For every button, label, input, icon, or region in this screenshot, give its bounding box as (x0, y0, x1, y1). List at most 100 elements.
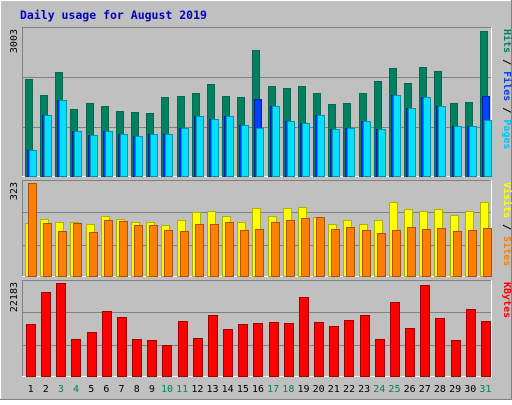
bar-kbytes-day-14 (223, 329, 233, 377)
bar-kbytes-day-8 (132, 339, 142, 377)
day-label-11: 11 (176, 384, 188, 395)
day-label-2: 2 (43, 384, 49, 395)
bar-pages-day-19 (302, 123, 310, 177)
bar-sites-day-13 (210, 224, 219, 277)
bar-sites-day-11 (180, 231, 189, 277)
bar-sites-day-27 (422, 229, 431, 277)
bar-pages-day-16 (256, 128, 264, 177)
day-label-20: 20 (313, 384, 325, 395)
bar-sites-day-5 (89, 232, 98, 277)
bar-sites-day-18 (286, 220, 295, 277)
ylabel-files: Files (501, 71, 512, 101)
day-label-10: 10 (161, 384, 173, 395)
bar-pages-day-26 (408, 108, 416, 177)
day-label-26: 26 (404, 384, 416, 395)
bar-pages-day-27 (423, 97, 431, 177)
ylabel-separator: / (501, 53, 512, 71)
bar-pages-day-31 (484, 120, 492, 177)
bar-kbytes-day-26 (405, 328, 415, 377)
day-label-8: 8 (134, 384, 140, 395)
bar-sites-day-17 (271, 222, 280, 277)
day-label-7: 7 (119, 384, 125, 395)
day-label-12: 12 (191, 384, 203, 395)
bar-pages-day-8 (135, 136, 143, 177)
ymax-label-visits: 323 (9, 182, 20, 200)
bar-kbytes-day-16 (253, 323, 263, 377)
bar-pages-day-18 (287, 121, 295, 177)
day-label-31: 31 (479, 384, 491, 395)
bar-kbytes-day-22 (344, 320, 354, 377)
bar-sites-day-7 (119, 221, 128, 277)
ylabel-separator: / (501, 101, 512, 119)
bar-pages-day-9 (150, 134, 158, 177)
bar-kbytes-day-25 (390, 302, 400, 377)
bar-pages-day-7 (120, 134, 128, 177)
bar-pages-day-6 (105, 131, 113, 177)
series-kbytes (26, 283, 491, 377)
chart-title: Daily usage for August 2019 (20, 8, 207, 22)
bar-pages-day-24 (378, 129, 386, 177)
bar-sites-day-9 (149, 225, 158, 277)
bar-pages-day-17 (272, 106, 280, 177)
day-label-24: 24 (373, 384, 385, 395)
ylabel-separator: / (501, 218, 512, 236)
day-label-28: 28 (434, 384, 446, 395)
bar-kbytes-day-27 (420, 285, 430, 377)
bar-sites-day-25 (392, 230, 401, 277)
bar-kbytes-day-28 (435, 318, 445, 377)
bar-pages-day-10 (165, 134, 173, 177)
ylabel-hits: Hits (501, 29, 512, 53)
bar-kbytes-day-13 (208, 315, 218, 377)
bar-kbytes-day-17 (269, 322, 279, 377)
series-sites (28, 183, 492, 277)
bar-kbytes-day-20 (314, 322, 324, 377)
bar-pages-day-23 (363, 121, 371, 177)
bar-kbytes-day-21 (329, 326, 339, 377)
ylabel-sites: Sites (501, 236, 512, 266)
bar-sites-day-24 (377, 233, 386, 277)
day-label-19: 19 (297, 384, 309, 395)
day-label-17: 17 (267, 384, 279, 395)
bar-kbytes-day-18 (284, 323, 294, 377)
day-label-21: 21 (328, 384, 340, 395)
ylabel-kbytes: KBytes (501, 282, 512, 318)
bar-kbytes-day-11 (178, 321, 188, 377)
bar-pages-day-22 (347, 128, 355, 177)
bar-pages-day-12 (196, 116, 204, 177)
panels: 3003 Hits / Files / Pages 323 Visits / Site… (9, 27, 512, 377)
bar-sites-day-2 (43, 223, 52, 277)
bar-pages-day-29 (454, 126, 462, 177)
day-label-13: 13 (206, 384, 218, 395)
bar-kbytes-day-1 (26, 324, 36, 377)
bar-pages-day-13 (211, 119, 219, 177)
bar-kbytes-day-15 (238, 324, 248, 377)
ylabel-pages: Pages (501, 119, 512, 149)
bar-sites-day-20 (316, 217, 325, 277)
bar-sites-day-8 (134, 225, 143, 277)
panel-kbytes: 22183 KBytes (9, 280, 512, 377)
day-label-15: 15 (237, 384, 249, 395)
ylabel-visits: Visits (501, 182, 512, 218)
bar-kbytes-day-19 (299, 297, 309, 377)
day-labels: 1 2 3 4 5 6 7 8 9 10 11 12 13 14 15 16 17 18 19 20 21 22 23 24 2… (28, 384, 492, 395)
ymax-label-hits: 3003 (9, 29, 20, 53)
bar-kbytes-day-10 (162, 345, 172, 377)
bar-pages-day-2 (44, 115, 52, 177)
bar-kbytes-day-9 (147, 340, 157, 377)
bar-sites-day-21 (331, 229, 340, 277)
bar-sites-day-26 (407, 227, 416, 277)
day-label-16: 16 (252, 384, 264, 395)
bar-pages-day-14 (226, 116, 234, 177)
bar-kbytes-day-7 (117, 317, 127, 377)
bar-sites-day-6 (104, 220, 113, 277)
day-label-22: 22 (343, 384, 355, 395)
bar-pages-day-15 (241, 125, 249, 177)
ylabel-visits: Visits / Sites (501, 182, 512, 266)
series-pages (29, 95, 492, 177)
bar-sites-day-31 (483, 228, 492, 277)
bar-sites-day-10 (164, 230, 173, 277)
bar-kbytes-day-5 (87, 332, 97, 377)
bar-pages-day-4 (74, 131, 82, 177)
bar-kbytes-day-24 (375, 339, 385, 377)
